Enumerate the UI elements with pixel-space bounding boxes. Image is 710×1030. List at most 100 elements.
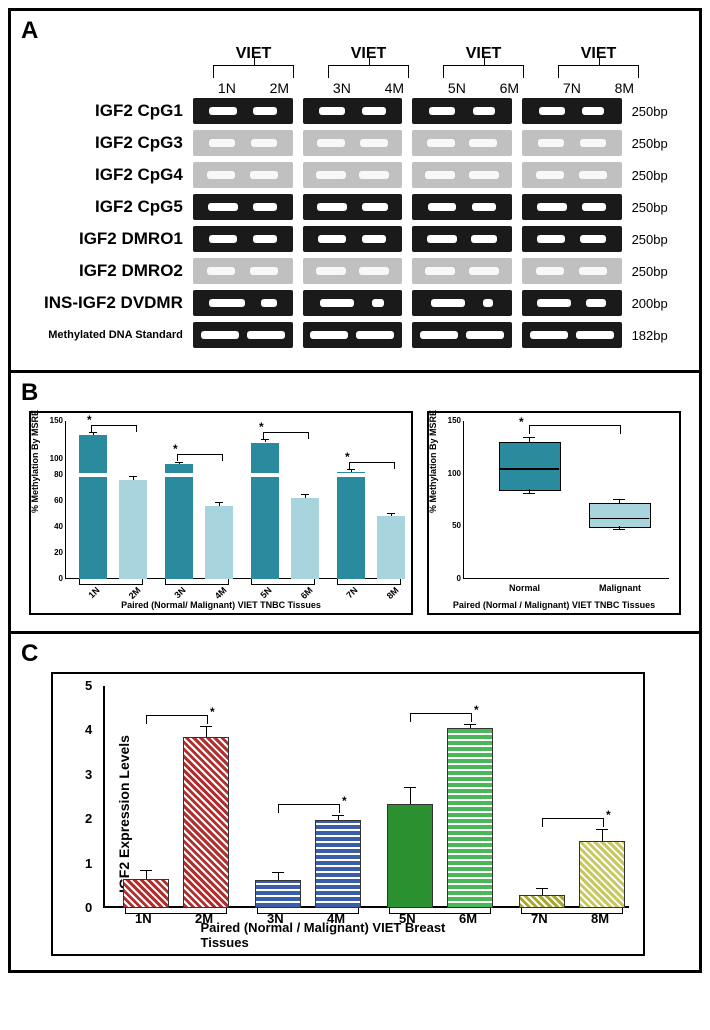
gel-band xyxy=(431,299,465,307)
gel-band xyxy=(372,299,384,307)
gel-band xyxy=(208,203,238,211)
gel-band xyxy=(318,235,346,243)
bar xyxy=(337,472,365,579)
c-ylabel: IGF2 Expression Levels xyxy=(116,735,132,893)
gel-band xyxy=(362,107,386,115)
gel-band xyxy=(539,107,565,115)
b1-xlabel: Paired (Normal/ Malignant) VIET TNBC Tis… xyxy=(121,600,321,610)
gel-band xyxy=(530,331,568,339)
sig-star: * xyxy=(519,415,524,429)
gel-band xyxy=(472,203,496,211)
ytick: 100 xyxy=(49,454,63,463)
gel-band xyxy=(360,139,388,147)
sig-star: * xyxy=(210,705,215,719)
gel-row: INS-IGF2 DVDMR200bp xyxy=(31,288,679,318)
sig-star: * xyxy=(474,703,479,717)
gel-band xyxy=(247,331,285,339)
gel-band xyxy=(579,267,607,275)
ytick: 1 xyxy=(85,856,92,871)
gel-band xyxy=(253,235,277,243)
gel-band xyxy=(483,299,493,307)
sig-star: * xyxy=(259,420,264,434)
bar xyxy=(315,820,361,908)
bar xyxy=(79,435,107,579)
panel-a: VIET 1N2MVIET 3N4MVIET 5N6MVIET 7N8M IGF… xyxy=(11,45,699,364)
xtick: 4M xyxy=(213,585,229,601)
gel-band xyxy=(420,331,458,339)
gel-band xyxy=(537,299,571,307)
bp-label: 250bp xyxy=(632,168,679,183)
bp-label: 200bp xyxy=(632,296,679,311)
gel-band xyxy=(473,107,495,115)
gel-band xyxy=(466,331,504,339)
gel-row-label: Methylated DNA Standard xyxy=(31,329,193,341)
lane-label: 2M xyxy=(270,80,289,96)
c-xlabel: Paired (Normal / Malignant) VIET Breast … xyxy=(201,920,496,950)
gel-band xyxy=(582,107,604,115)
ytick: 80 xyxy=(49,470,63,479)
ytick: 20 xyxy=(49,548,63,557)
bar xyxy=(251,443,279,580)
gel-band xyxy=(576,331,614,339)
xtick: Normal xyxy=(509,583,540,593)
gel-band xyxy=(261,299,277,307)
xtick: 5N xyxy=(258,585,273,600)
boxplot-box xyxy=(589,503,651,528)
gel-band xyxy=(580,235,606,243)
gel-band xyxy=(316,267,346,275)
gel-band xyxy=(201,331,239,339)
gel-row-label: IGF2 CpG1 xyxy=(31,101,193,121)
bar xyxy=(579,841,625,908)
bar xyxy=(165,464,193,579)
bar xyxy=(377,516,405,579)
gel-band xyxy=(356,331,394,339)
gel-band xyxy=(579,171,607,179)
lane-label: 1N xyxy=(218,80,236,96)
ytick: 0 xyxy=(85,900,92,915)
bp-label: 182bp xyxy=(632,328,679,343)
lane-label: 4M xyxy=(385,80,404,96)
gel-row-label: IGF2 CpG4 xyxy=(31,165,193,185)
bar xyxy=(205,506,233,579)
bp-label: 250bp xyxy=(632,136,679,151)
panel-a-label: A xyxy=(11,11,699,45)
ytick: 2 xyxy=(85,811,92,826)
ytick: 100 xyxy=(447,469,461,478)
gel-row: IGF2 CpG4 250bp xyxy=(31,160,679,190)
ytick: 40 xyxy=(49,522,63,531)
ytick: 4 xyxy=(85,722,92,737)
gel-band xyxy=(207,171,235,179)
ytick: 3 xyxy=(85,767,92,782)
xtick: 6M xyxy=(299,585,315,601)
gel-band xyxy=(538,139,564,147)
panel-b: % Methylation By MSRE Paired (Normal/ Ma… xyxy=(11,407,699,625)
gel-row: IGF2 CpG5250bp xyxy=(31,192,679,222)
bar xyxy=(387,804,433,908)
lane-label: 5N xyxy=(448,80,466,96)
gel-band xyxy=(320,299,354,307)
gel-row: IGF2 CpG3250bp xyxy=(31,128,679,158)
methylation-bar-chart: % Methylation By MSRE Paired (Normal/ Ma… xyxy=(29,411,413,615)
lane-label: 6M xyxy=(500,80,519,96)
bar xyxy=(119,480,147,579)
gel-band xyxy=(310,331,348,339)
bp-label: 250bp xyxy=(632,200,679,215)
ytick: 5 xyxy=(85,678,92,693)
gel-band xyxy=(469,139,497,147)
boxplot-box xyxy=(499,442,561,491)
gel-band xyxy=(425,267,455,275)
bar xyxy=(255,880,301,908)
gel-band xyxy=(469,267,499,275)
panel-b-label: B xyxy=(11,373,699,407)
bp-label: 250bp xyxy=(632,264,679,279)
sig-star: * xyxy=(606,808,611,822)
xtick: Malignant xyxy=(599,583,641,593)
bar xyxy=(519,895,565,908)
b1-ylabel: % Methylation By MSRE xyxy=(30,410,40,513)
ytick: 150 xyxy=(49,416,63,425)
gel-band xyxy=(427,139,455,147)
gel-row-label: IGF2 DMRO2 xyxy=(31,261,193,281)
gel-band xyxy=(359,171,389,179)
lane-label: 3N xyxy=(333,80,351,96)
gel-band xyxy=(469,171,499,179)
